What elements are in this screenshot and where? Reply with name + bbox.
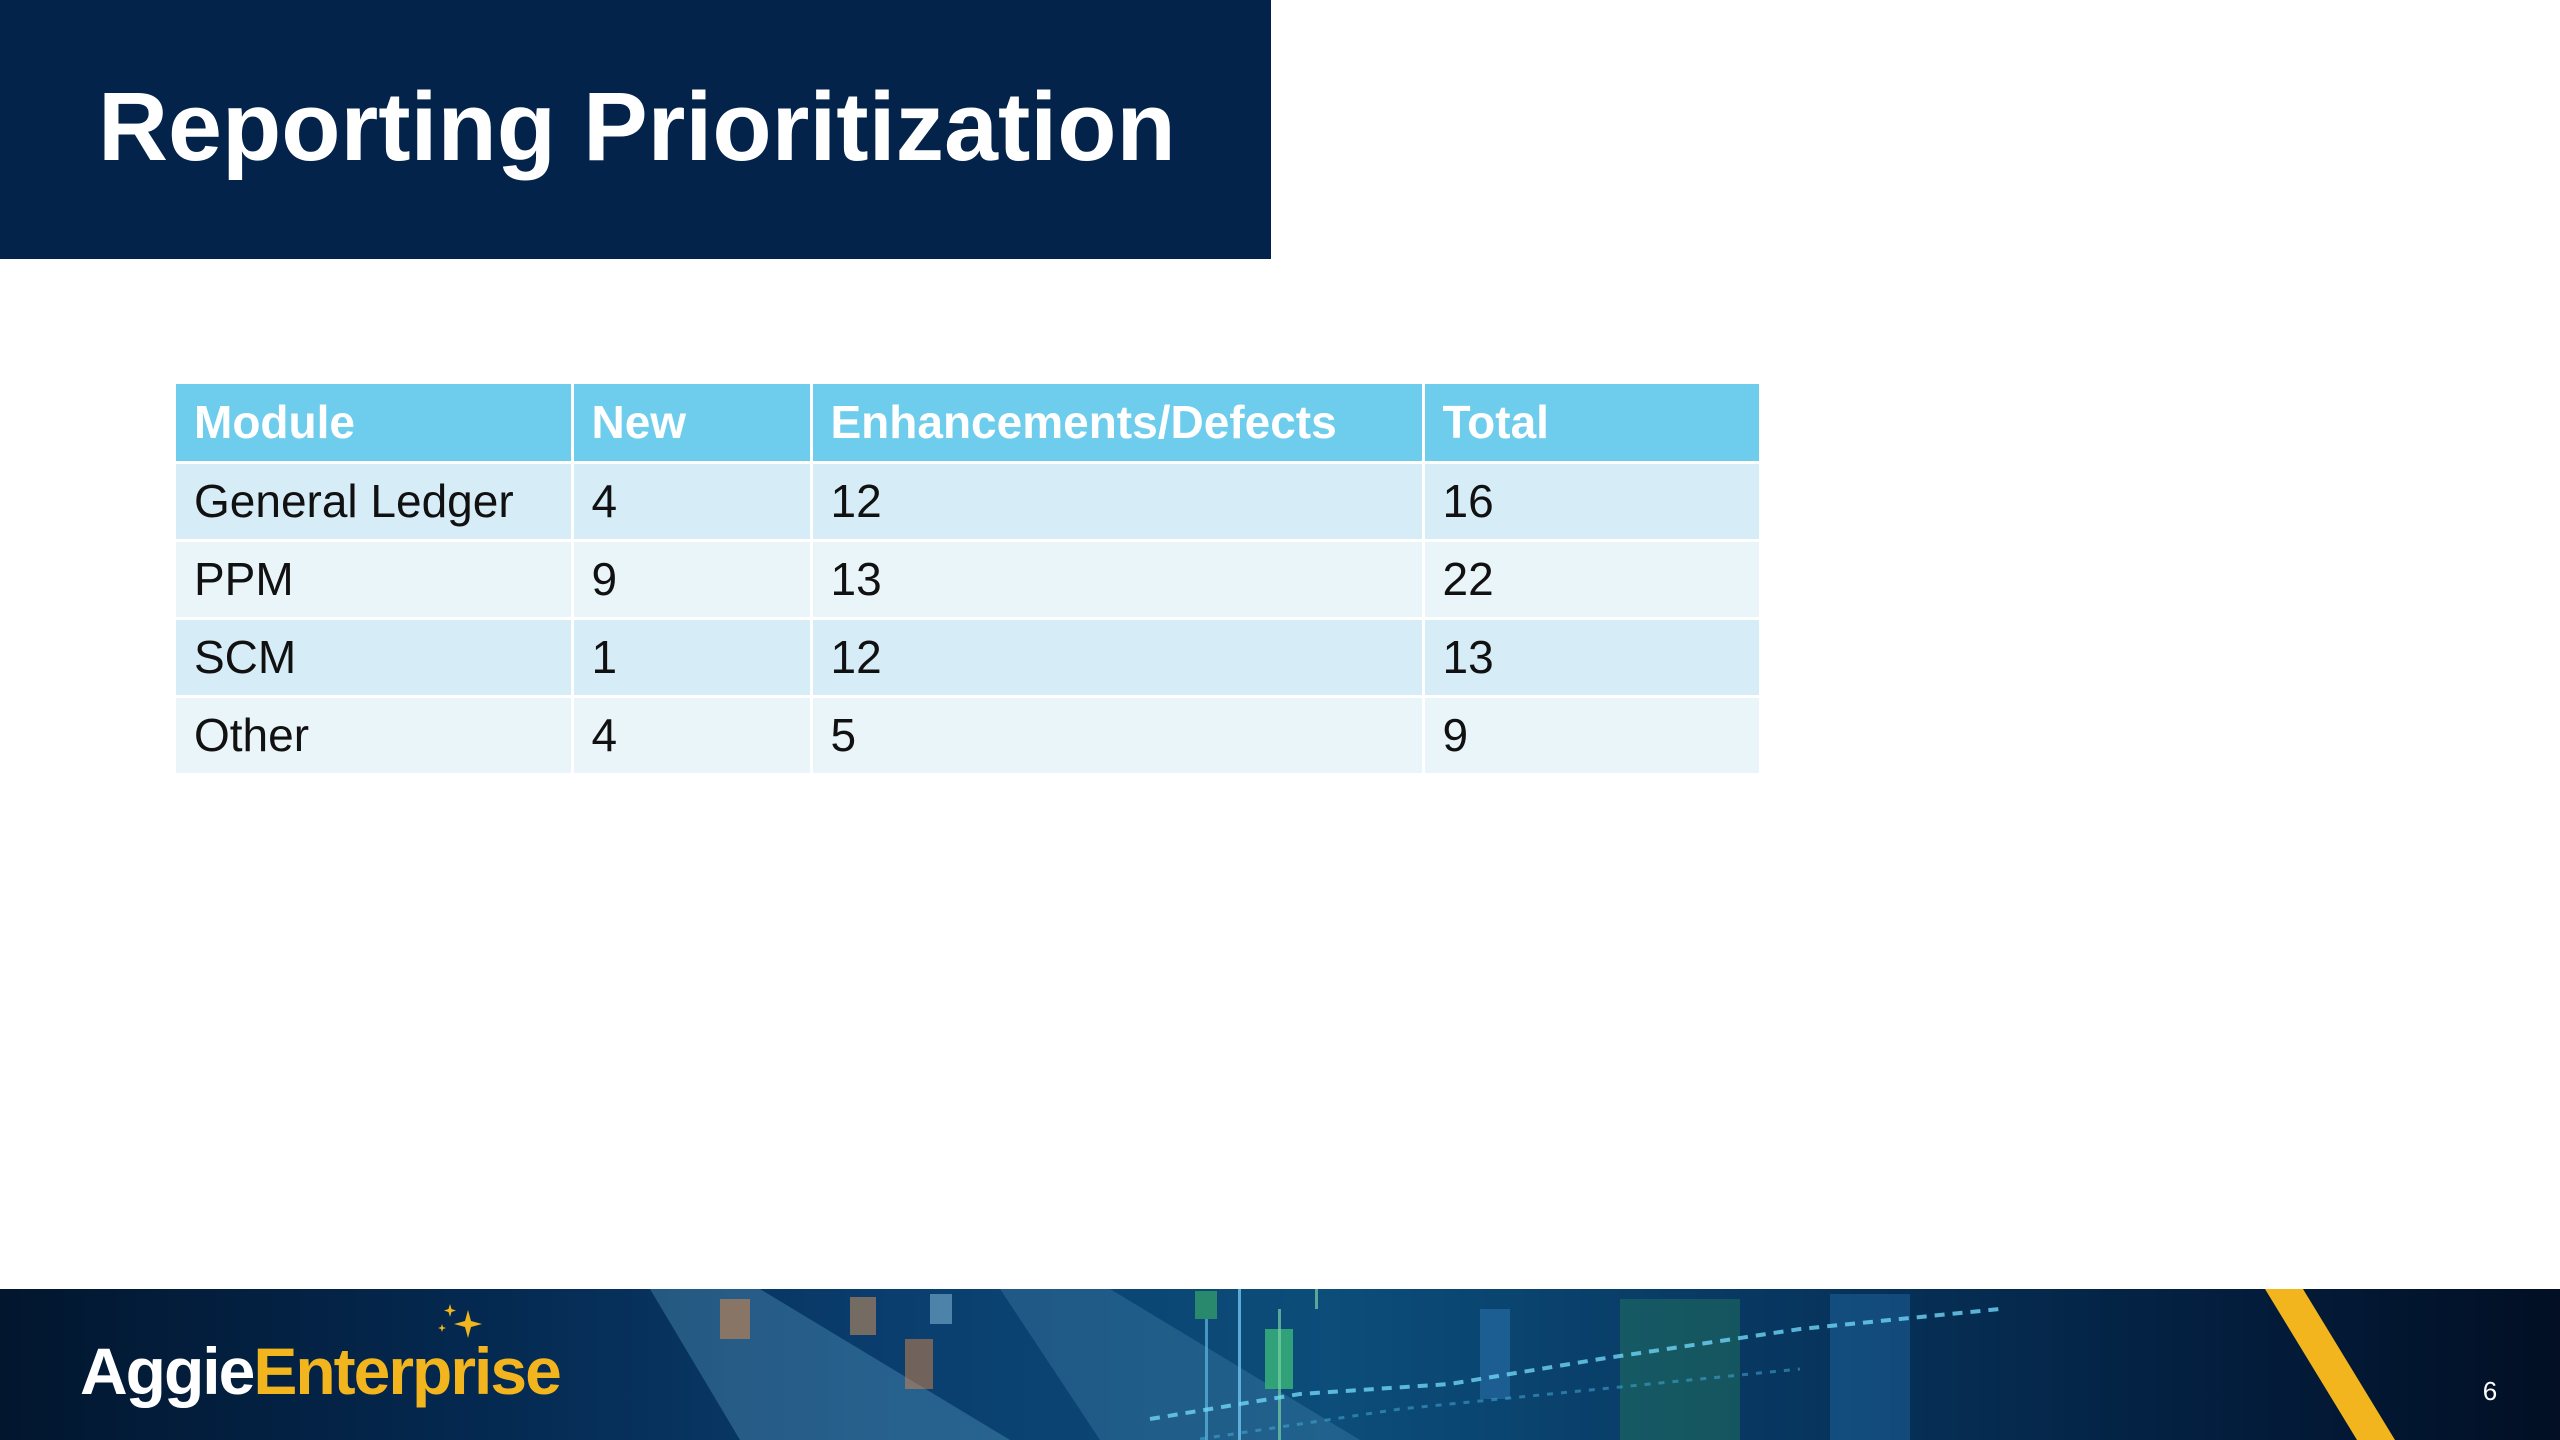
header-total: Total	[1423, 384, 1759, 464]
cell-module: Other	[176, 696, 574, 776]
cell-enhancements-defects: 12	[811, 618, 1425, 698]
table-row: SCM 1 12 13	[176, 618, 1759, 698]
cell-new: 1	[572, 618, 813, 698]
cell-enhancements-defects: 5	[811, 696, 1425, 776]
title-band	[0, 0, 1271, 259]
header-enhancements-defects: Enhancements/Defects	[811, 384, 1425, 464]
cell-module: SCM	[176, 618, 574, 698]
prioritization-table: Module New Enhancements/Defects Total Ge…	[176, 384, 1759, 776]
aggie-enterprise-logo: AggieEnterprise	[80, 1326, 562, 1416]
logo-text-enterprise: Enterprise	[253, 1334, 561, 1408]
table-row: PPM 9 13 22	[176, 540, 1759, 620]
cell-new: 9	[572, 540, 813, 620]
cell-total: 13	[1423, 618, 1759, 698]
footer-decorative-graphic	[650, 1289, 2395, 1440]
slide-title: Reporting Prioritization	[98, 72, 1176, 181]
cell-new: 4	[572, 462, 813, 542]
logo-text-aggie: Aggie	[80, 1334, 255, 1408]
cell-total: 16	[1423, 462, 1759, 542]
sparkle-icon	[438, 1304, 482, 1338]
cell-enhancements-defects: 13	[811, 540, 1425, 620]
table-header-row: Module New Enhancements/Defects Total	[176, 384, 1759, 464]
footer-band	[0, 1289, 2560, 1440]
header-new: New	[572, 384, 813, 464]
cell-module: PPM	[176, 540, 574, 620]
cell-total: 22	[1423, 540, 1759, 620]
cell-new: 4	[572, 696, 813, 776]
cell-total: 9	[1423, 696, 1759, 776]
cell-enhancements-defects: 12	[811, 462, 1425, 542]
page-number: 6	[2482, 1376, 2498, 1406]
header-module: Module	[176, 384, 574, 464]
table-row: Other 4 5 9	[176, 696, 1759, 776]
table-row: General Ledger 4 12 16	[176, 462, 1759, 542]
cell-module: General Ledger	[176, 462, 574, 542]
